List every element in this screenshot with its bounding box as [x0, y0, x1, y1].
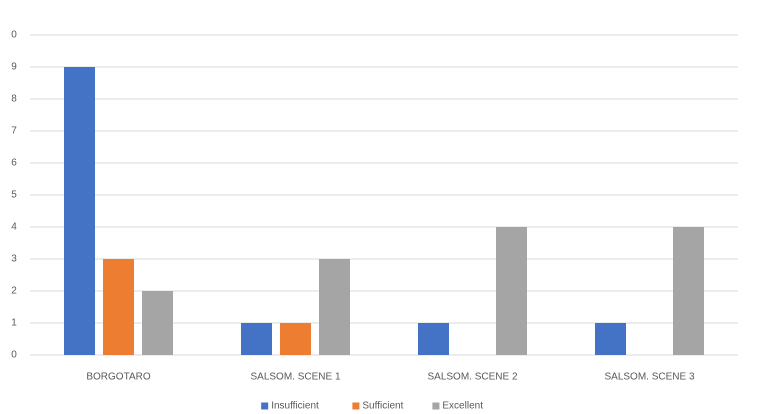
y-tick-label: 7 — [11, 126, 17, 137]
x-tick-label: SALSOM. SCENE 2 — [427, 372, 517, 383]
y-tick-label: 4 — [11, 222, 17, 233]
bar — [241, 323, 272, 355]
bar — [595, 323, 626, 355]
bar — [142, 291, 173, 355]
y-tick-label: 2 — [11, 286, 17, 297]
y-tick-label: 1 — [11, 318, 17, 329]
x-tick-label: SALSOM. SCENE 3 — [604, 372, 694, 383]
y-tick-label: 8 — [11, 94, 17, 105]
legend-swatch — [352, 402, 360, 410]
legend-swatch — [432, 402, 440, 410]
bar — [280, 323, 311, 355]
y-tick-label: 3 — [11, 254, 17, 265]
x-tick-label: SALSOM. SCENE 1 — [250, 372, 340, 383]
bar — [103, 259, 134, 355]
legend-label: Sufficient — [362, 401, 403, 412]
legend-swatch — [261, 402, 269, 410]
bar — [319, 259, 350, 355]
legend-label: Excellent — [442, 401, 483, 412]
legend-label: Insufficient — [271, 401, 319, 412]
bar — [496, 227, 527, 355]
y-tick-label: 9 — [11, 62, 17, 73]
y-tick-label: 5 — [11, 190, 17, 201]
y-tick-label: 6 — [11, 158, 17, 169]
y-tick-label: 0 — [11, 350, 17, 361]
bar — [418, 323, 449, 355]
bar — [64, 67, 95, 355]
x-tick-label: BORGOTARO — [86, 372, 150, 383]
y-tick-label: 0 — [11, 30, 17, 41]
bar — [673, 227, 704, 355]
